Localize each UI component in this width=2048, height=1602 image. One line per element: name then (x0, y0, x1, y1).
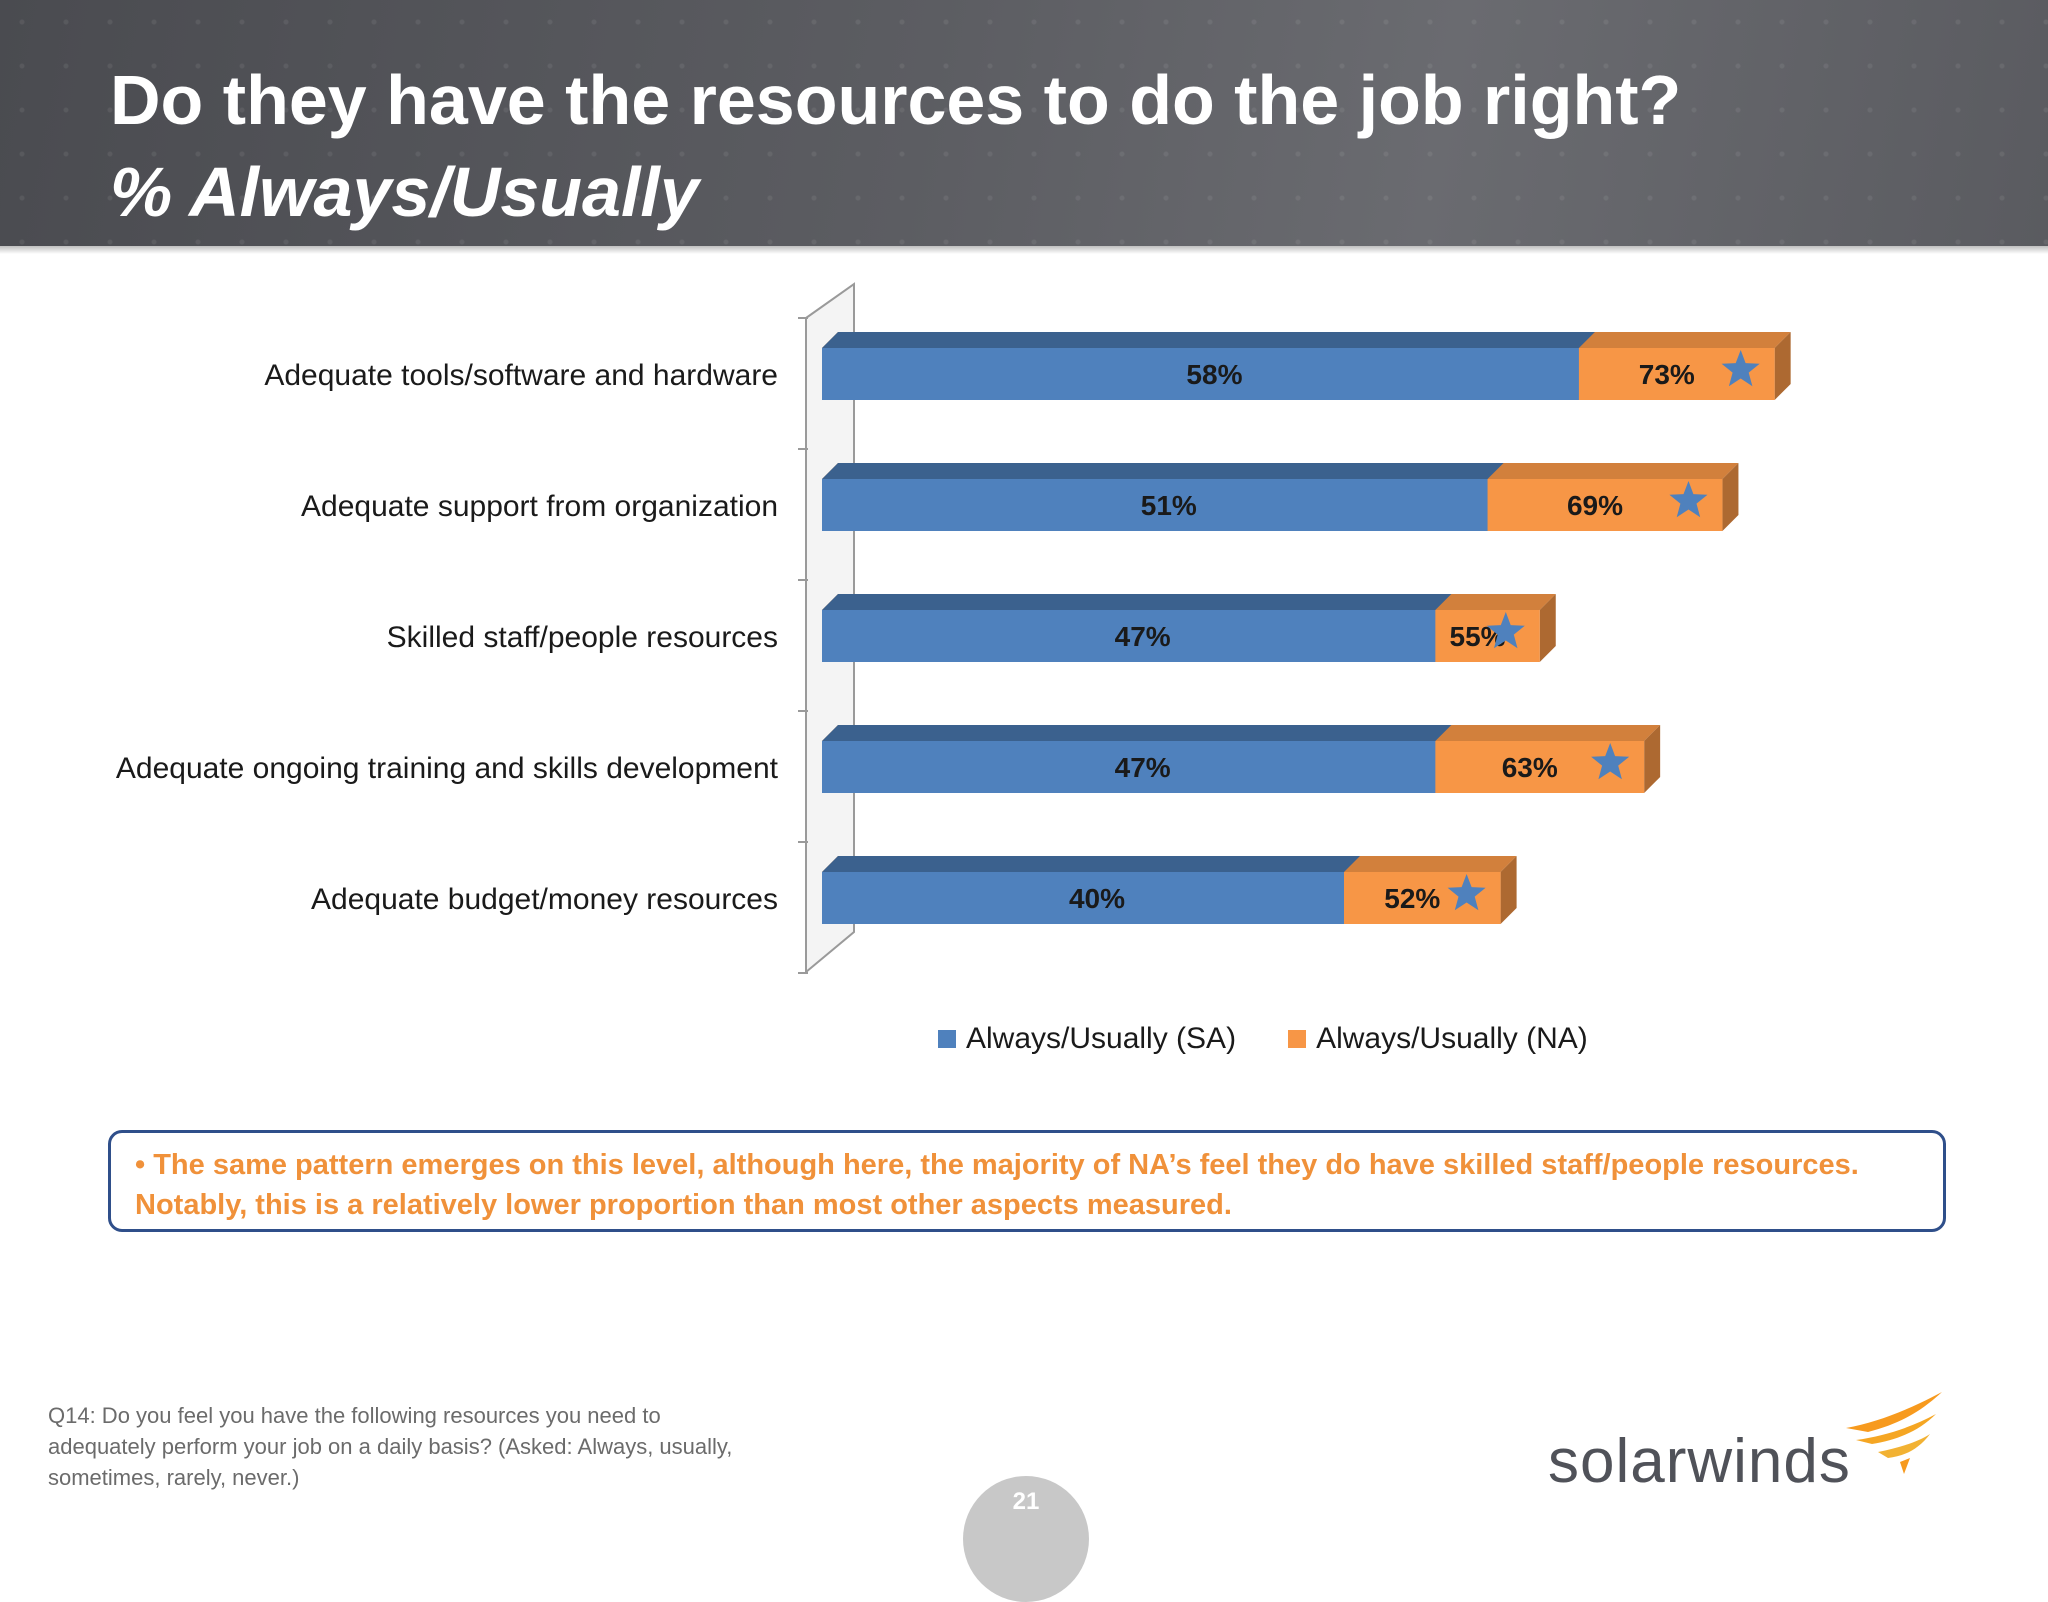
callout-text: The same pattern emerges on this level, … (135, 1149, 1859, 1221)
bar-sa (822, 872, 1344, 924)
data-label-sa: 51% (1141, 490, 1197, 521)
legend-label-sa: Always/Usually (SA) (966, 1022, 1237, 1055)
bar-na-side (1774, 332, 1791, 400)
data-label-na: 63% (1502, 752, 1558, 783)
legend-label-na: Always/Usually (NA) (1316, 1022, 1588, 1055)
data-label-sa: 40% (1069, 883, 1125, 914)
data-label-sa: 47% (1115, 621, 1171, 652)
bar-chart: Adequate tools/software and hardware 58% 7… (116, 282, 1791, 975)
bar-sa-top (822, 332, 1595, 348)
legend-swatch-sa (938, 1030, 956, 1048)
category-label: Adequate ongoing training and skills dev… (116, 752, 779, 785)
bar-na-side (1500, 856, 1517, 924)
bar-sa-top (822, 856, 1360, 872)
bar-sa (822, 610, 1436, 662)
slide-subtitle: % Always/Usually (110, 153, 699, 231)
category-label: Adequate tools/software and hardware (264, 359, 778, 392)
category-label: Skilled staff/people resources (387, 621, 778, 654)
legend-swatch-na (1288, 1030, 1307, 1048)
question-footnote: Q14: Do you feel you have the following … (48, 1403, 733, 1490)
star-icon (1669, 481, 1708, 518)
logo-flame-icon (1846, 1392, 1942, 1474)
data-label-sa: 58% (1186, 359, 1242, 390)
bar-na-side (1644, 725, 1661, 793)
data-label-na: 73% (1639, 359, 1695, 390)
bar-sa (822, 741, 1436, 793)
star-icon (1591, 743, 1630, 780)
bar-na-side (1539, 594, 1556, 662)
header-texture (0, 0, 2048, 246)
bar-sa (822, 479, 1488, 531)
data-label-na: 69% (1567, 490, 1623, 521)
chart-legend: Always/Usually (SA) Always/Usually (NA) (938, 1022, 1588, 1056)
insight-callout: • The same pattern emerges on this level… (108, 1130, 1946, 1232)
category-label: Adequate budget/money resources (311, 883, 778, 916)
data-label-sa: 47% (1115, 752, 1171, 783)
slide-title: Do they have the resources to do the job… (110, 61, 1682, 139)
star-icon (1447, 874, 1486, 911)
star-icon (1486, 612, 1525, 649)
logo-wordmark: solarwinds (1548, 1427, 1851, 1496)
star-icon (1721, 350, 1760, 387)
category-label: Adequate support from organization (301, 490, 778, 523)
bar-sa (822, 348, 1579, 400)
legend-item-sa: Always/Usually (SA) (938, 1022, 1236, 1056)
legend-item-na: Always/Usually (NA) (1288, 1022, 1588, 1056)
callout-bullet: • (135, 1149, 146, 1181)
header-shadow (0, 246, 2048, 254)
solarwinds-logo: solarwinds (1548, 1388, 1948, 1508)
bar-na-side (1722, 463, 1739, 531)
slide-header: Do they have the resources to do the job… (0, 0, 2048, 254)
data-label-na: 52% (1384, 883, 1440, 914)
bar-sa-top (822, 594, 1452, 610)
page-number: 21 (1012, 1488, 1040, 1515)
bar-sa-top (822, 725, 1452, 741)
page-number-badge: 21 (963, 1476, 1089, 1602)
bar-sa-top (822, 463, 1504, 479)
